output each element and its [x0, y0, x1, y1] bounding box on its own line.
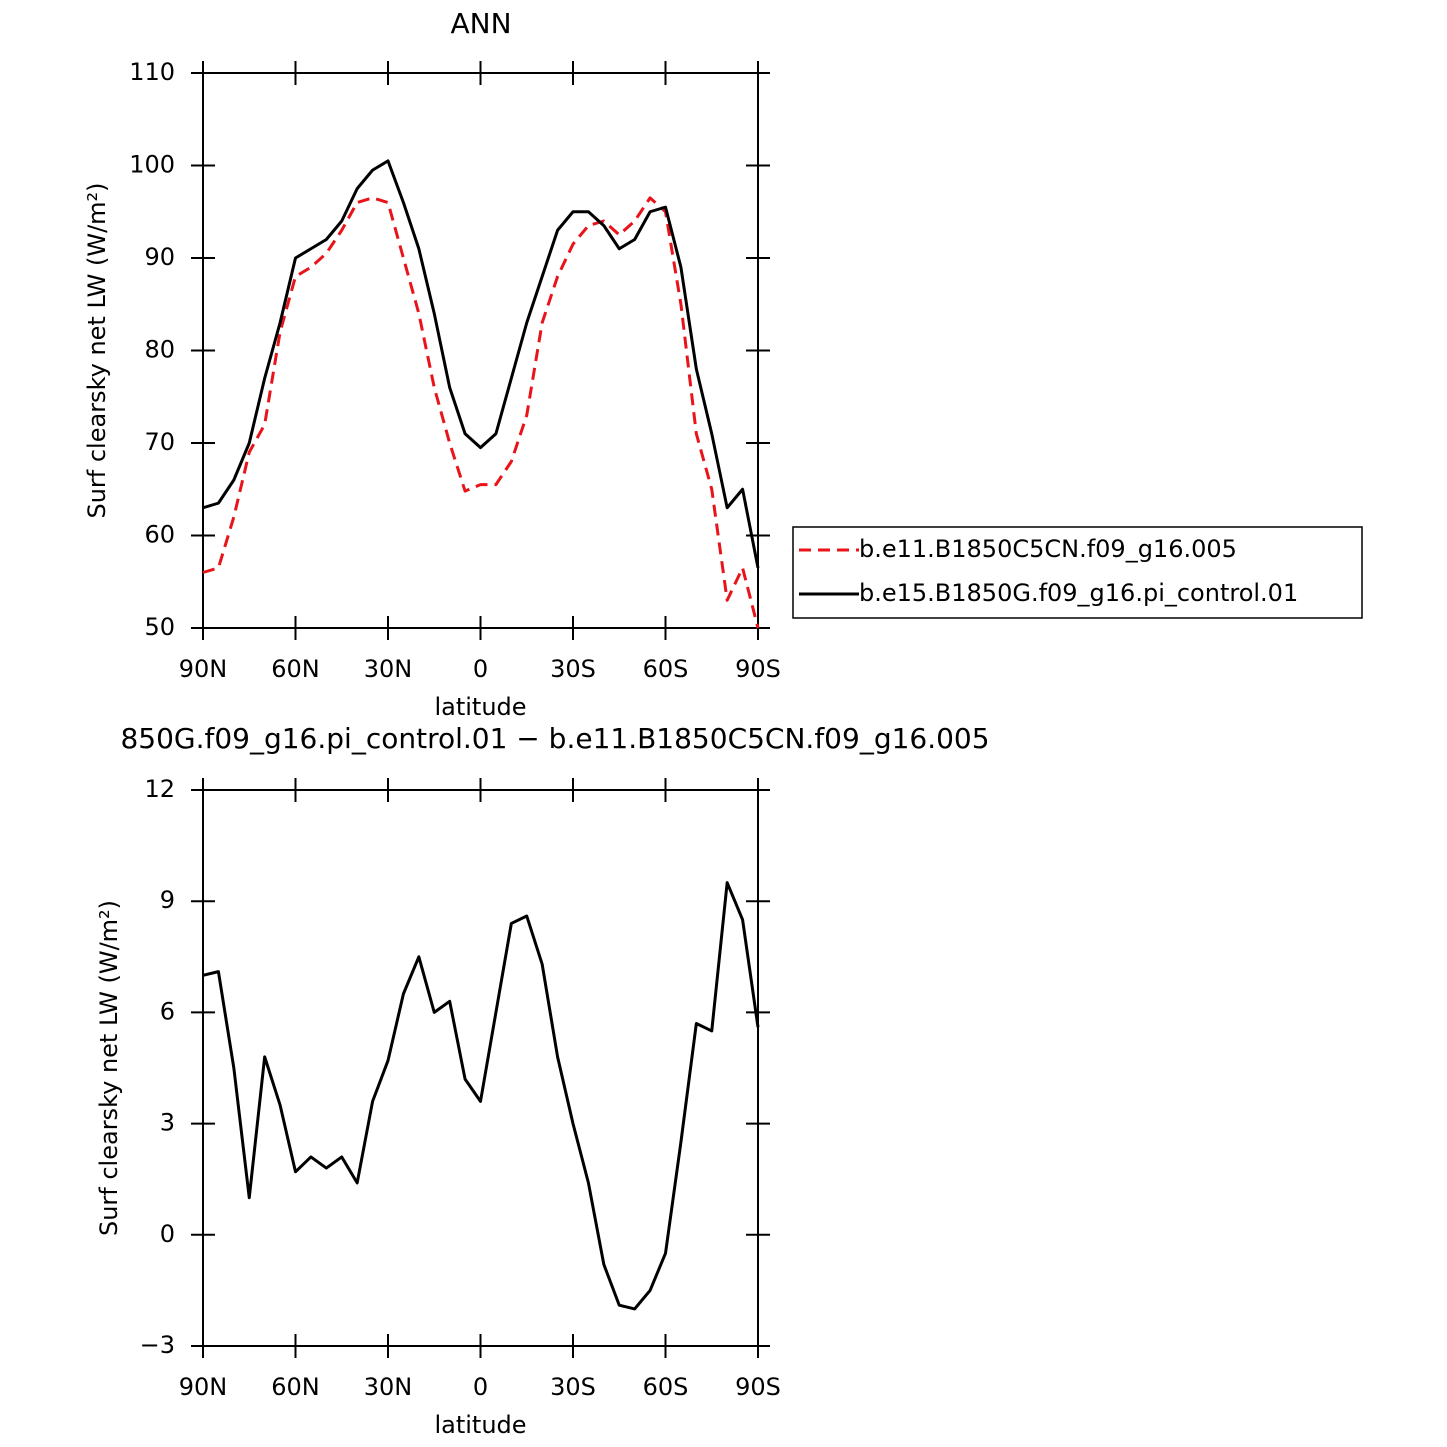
x-tick-label: 30N — [364, 655, 413, 683]
y-axis-label: Surf clearsky net LW (W/m²) — [95, 900, 123, 1236]
x-tick-label: 90S — [735, 1373, 781, 1401]
legend-label: b.e11.B1850C5CN.f09_g16.005 — [859, 535, 1237, 563]
y-tick-label: 50 — [144, 613, 175, 641]
x-tick-label: 90S — [735, 655, 781, 683]
x-tick-label: 60N — [271, 1373, 320, 1401]
y-tick-label: 6 — [160, 997, 175, 1025]
y-tick-label: 110 — [129, 58, 175, 86]
y-tick-label: 3 — [160, 1109, 175, 1137]
legend-label: b.e15.B1850G.f09_g16.pi_control.01 — [859, 579, 1298, 607]
y-axis-label: Surf clearsky net LW (W/m²) — [83, 182, 111, 518]
x-tick-label: 0 — [473, 1373, 488, 1401]
x-tick-label: 90N — [179, 655, 228, 683]
x-tick-label: 0 — [473, 655, 488, 683]
plot-frame — [202, 72, 759, 629]
x-tick-label: 60S — [643, 655, 689, 683]
y-tick-label: 70 — [144, 428, 175, 456]
x-tick-label: 60N — [271, 655, 320, 683]
y-tick-label: 100 — [129, 151, 175, 179]
data-line — [202, 881, 760, 1311]
data-line — [202, 159, 760, 569]
data-line — [202, 196, 760, 629]
y-tick-label: −3 — [140, 1331, 175, 1359]
chart-title: 850G.f09_g16.pi_control.01 − b.e11.B1850… — [120, 722, 989, 755]
chart-title: ANN — [450, 7, 511, 40]
x-tick-label: 30S — [550, 1373, 596, 1401]
plot-frame — [202, 789, 759, 1347]
x-tick-label: 30N — [364, 1373, 413, 1401]
legend: b.e11.B1850C5CN.f09_g16.005 b.e15.B1850G.… — [792, 526, 1363, 619]
x-tick-label: 30S — [550, 655, 596, 683]
y-tick-label: 12 — [144, 775, 175, 803]
y-tick-label: 90 — [144, 243, 175, 271]
y-tick-label: 80 — [144, 336, 175, 364]
x-axis-label: latitude — [434, 693, 526, 721]
x-tick-label: 90N — [179, 1373, 228, 1401]
y-tick-label: 9 — [160, 886, 175, 914]
y-tick-label: 60 — [144, 521, 175, 549]
x-tick-label: 60S — [643, 1373, 689, 1401]
y-tick-label: 0 — [160, 1220, 175, 1248]
legend-box — [792, 526, 1363, 619]
x-axis-label: latitude — [434, 1411, 526, 1439]
